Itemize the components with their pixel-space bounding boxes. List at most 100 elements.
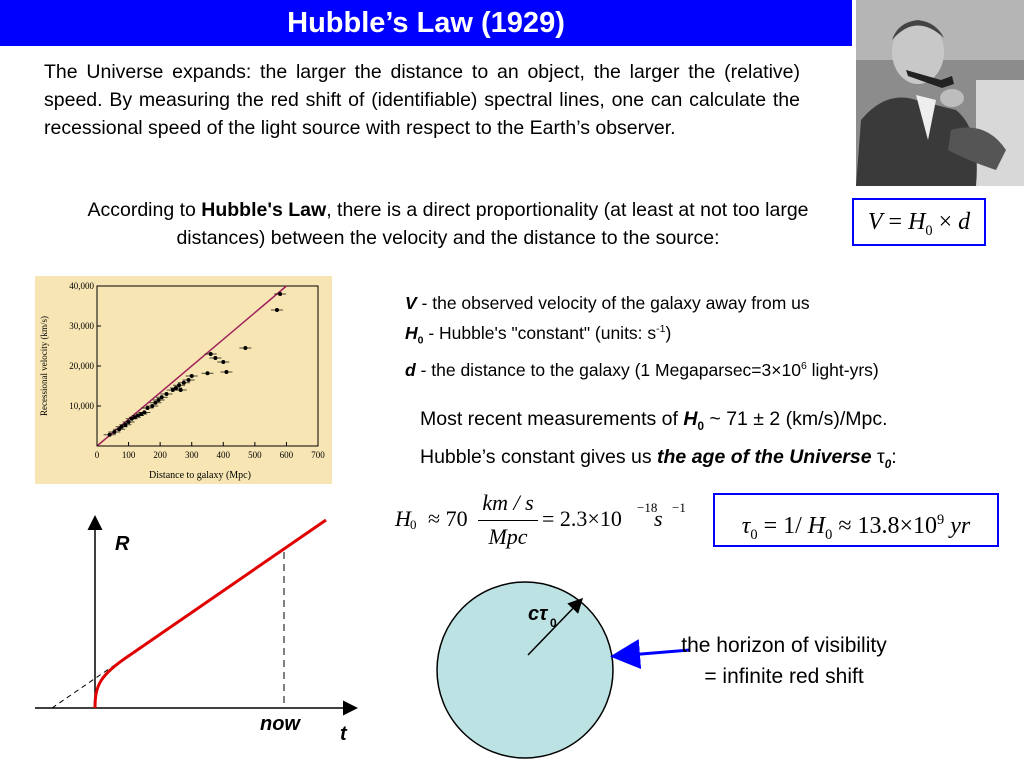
h0-eq-approx: ≈ 70 bbox=[428, 506, 468, 531]
hubble-law-statement: According to Hubble's Law, there is a di… bbox=[60, 196, 836, 252]
chart-x-tick-label: 700 bbox=[311, 450, 325, 460]
chart-point bbox=[170, 388, 175, 392]
recent-tau-sub: 0 bbox=[884, 457, 892, 471]
h0-eq-h: H bbox=[395, 506, 411, 531]
h0-eq-unit: s bbox=[654, 506, 663, 531]
definition-h0-sub: 0 bbox=[417, 334, 424, 347]
chart-point bbox=[177, 383, 182, 388]
title-bar: Hubble’s Law (1929) bbox=[0, 0, 852, 46]
recent-tau-symbol: τ bbox=[871, 445, 885, 468]
hubble-photo bbox=[856, 0, 1024, 186]
chart-x-tick-label: 0 bbox=[95, 450, 100, 460]
recent-line-2: Hubble’s constant gives us the age of th… bbox=[420, 442, 897, 480]
r-axis-label: R bbox=[115, 533, 130, 555]
h0-equation: H 0 ≈ 70 km / s Mpc = 2.3×10 −18 s −1 bbox=[395, 490, 695, 552]
page-title: Hubble’s Law (1929) bbox=[287, 7, 565, 39]
recent-line-1: Most recent measurements of H0 ~ 71 ± 2 … bbox=[420, 404, 897, 442]
tau-rhs: ≈ 13.8×10 bbox=[832, 513, 938, 539]
h0-eq-unit-exp: −1 bbox=[672, 500, 686, 515]
chart-point bbox=[159, 395, 164, 400]
chart-point bbox=[129, 416, 134, 421]
radius-label-sub: 0 bbox=[550, 616, 557, 630]
definition-d-text: - the distance to the galaxy (1 Megapars… bbox=[415, 360, 801, 381]
h0-eq-exp: −18 bbox=[637, 500, 658, 515]
recent-colon: : bbox=[891, 445, 897, 468]
tau-h: H bbox=[807, 513, 826, 539]
chart-point bbox=[153, 400, 158, 405]
intro-paragraph: The Universe expands: the larger the dis… bbox=[44, 61, 800, 139]
tau-exp: 9 bbox=[937, 512, 945, 528]
chart-y-tick-label: 30,000 bbox=[69, 321, 94, 331]
chart-point bbox=[139, 412, 144, 416]
radius-label: cτ bbox=[528, 603, 549, 625]
chart-x-tick-label: 400 bbox=[217, 450, 231, 460]
age-of-universe: the age of the Universe bbox=[657, 445, 872, 468]
definition-d-sup: 6 bbox=[800, 360, 807, 373]
chart-point bbox=[145, 406, 150, 410]
definition-v: V - the observed velocity of the galaxy … bbox=[405, 290, 879, 316]
chart-point bbox=[274, 308, 279, 312]
recent-h-symbol: H bbox=[683, 408, 698, 430]
chart-point bbox=[205, 371, 210, 376]
formula-h-sub: 0 bbox=[925, 222, 933, 239]
chart-y-axis-label: Recessional velocity (km/s) bbox=[39, 316, 49, 416]
chart-point bbox=[136, 413, 141, 418]
recent-measurements: Most recent measurements of H0 ~ 71 ± 2 … bbox=[420, 404, 897, 480]
definition-h0-sup: -1 bbox=[656, 323, 666, 335]
h0-eq-numerator: km / s bbox=[482, 490, 534, 515]
hubble-diagram: 0 100 200 300 400 500 600 700 10,000 20,000 30,000… bbox=[35, 276, 332, 484]
law-name: Hubble's Law bbox=[201, 199, 327, 221]
chart-point bbox=[213, 356, 218, 360]
chart-y-tick-label: 40,000 bbox=[69, 281, 94, 291]
definition-h0-tail: ) bbox=[665, 322, 672, 343]
chart-point bbox=[186, 378, 191, 382]
chart-point bbox=[112, 430, 117, 434]
chart-x-axis-label: Distance to galaxy (Mpc) bbox=[149, 470, 251, 481]
hubble-portrait-image bbox=[856, 0, 1024, 186]
definition-h0-symbol: H bbox=[405, 322, 418, 343]
chart-point bbox=[173, 386, 178, 390]
h0-eq-denominator: Mpc bbox=[488, 524, 528, 549]
chart-x-tick-label: 500 bbox=[248, 450, 262, 460]
chart-point bbox=[278, 292, 283, 296]
horizon-circle bbox=[436, 581, 614, 759]
chart-y-tick-label: 10,000 bbox=[69, 401, 94, 411]
chart-x-tick-label: 200 bbox=[153, 450, 167, 460]
chart-x-tick-label: 600 bbox=[280, 450, 294, 460]
definition-d-symbol: d bbox=[405, 360, 416, 381]
h0-eq-h-sub: 0 bbox=[410, 517, 417, 532]
chart-point bbox=[142, 410, 147, 415]
law-suffix: , there is a direct proportionality (at … bbox=[176, 199, 809, 249]
chart-point bbox=[117, 427, 122, 432]
definition-v-text: - the observed velocity of the galaxy aw… bbox=[416, 293, 810, 313]
definition-v-symbol: V bbox=[405, 293, 417, 313]
formula-d: d bbox=[958, 209, 971, 235]
chart-y-tick-label: 20,000 bbox=[69, 361, 94, 371]
chart-x-tick-label: 100 bbox=[122, 450, 136, 460]
h0-eq-fraction-bar bbox=[478, 520, 538, 521]
chart-point bbox=[208, 352, 213, 356]
chart-point bbox=[189, 374, 194, 378]
definition-d: d - the distance to the galaxy (1 Megapa… bbox=[405, 353, 879, 383]
tau-mid: = 1/ bbox=[757, 513, 808, 539]
radius-arrow bbox=[527, 597, 584, 656]
formula-times: × bbox=[932, 209, 959, 235]
horizon-diagram: cτ 0 bbox=[436, 581, 690, 759]
chart-point bbox=[224, 370, 229, 374]
chart-point bbox=[181, 380, 186, 385]
horizon-label: the horizon of visibility = infinite red… bbox=[681, 634, 887, 688]
chart-point bbox=[132, 415, 137, 420]
definition-h0-text: - Hubble's "constant" (units: s bbox=[423, 322, 657, 343]
tau-sub: 0 bbox=[750, 526, 758, 543]
age-formula-box: τ0 = 1/ H0 ≈ 13.8×109 yr bbox=[713, 493, 999, 547]
formula-h: H bbox=[908, 209, 926, 235]
chart-point bbox=[123, 422, 128, 427]
chart-point bbox=[107, 432, 112, 437]
hubble-formula-box: V = H0 × d bbox=[852, 198, 986, 246]
recent-h-value: ~ 71 ± 2 (km/s)/Mpc. bbox=[703, 408, 888, 430]
tau-unit: yr bbox=[944, 513, 971, 539]
recent-h-sub: 0 bbox=[697, 419, 704, 433]
t-axis-label: t bbox=[340, 723, 348, 745]
recent-line-2-text: Hubble’s constant gives us bbox=[420, 445, 658, 468]
chart-fit-line bbox=[96, 285, 287, 447]
